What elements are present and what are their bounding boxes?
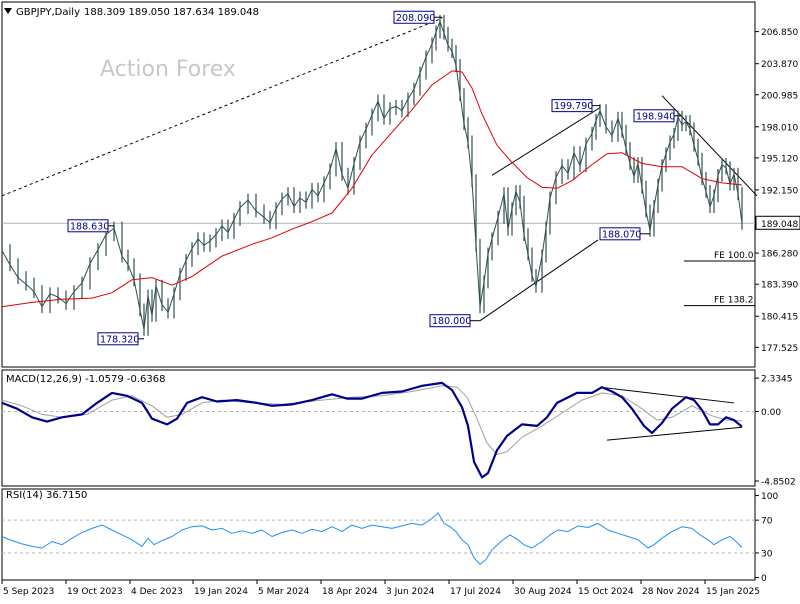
- annotation-box: [599, 227, 641, 241]
- x-tick-label: 30 Aug 2024: [514, 587, 572, 597]
- annotation-label: 188.630: [70, 221, 109, 232]
- x-tick-label: 5 Sep 2023: [3, 587, 54, 597]
- y-tick-label: 100: [761, 492, 778, 502]
- annotation-box: [633, 109, 675, 123]
- x-tick-label: 19 Oct 2023: [67, 587, 123, 597]
- macd-panel-title: MACD(12,26,9) -1.0579 -0.6368: [6, 374, 166, 385]
- macd-trendline: [606, 426, 743, 441]
- y-tick-label: 70: [761, 517, 773, 527]
- macd-line: [1, 381, 743, 479]
- x-tick-label: 18 Apr 2024: [322, 587, 378, 597]
- price-trendline: [1, 17, 443, 197]
- annotation-box: [429, 314, 471, 328]
- panel-frame-2: [1, 488, 756, 581]
- macd-signal-line: [1, 385, 743, 455]
- y-tick-label: 195.120: [761, 154, 798, 164]
- x-tick-label: 17 Jul 2024: [450, 587, 501, 597]
- rsi-line: [1, 512, 743, 565]
- moving-average-line: [1, 70, 743, 308]
- fib-level-label: FE 100.0: [714, 251, 754, 261]
- annotation-box: [97, 332, 139, 346]
- annotation-label: 178.320: [100, 334, 139, 345]
- panel-frame-1: [1, 369, 756, 487]
- collapse-triangle-icon[interactable]: [4, 8, 12, 14]
- ohlc-readout: 188.309 189.050 187.634 189.048: [84, 7, 259, 18]
- y-tick-label: -4.8502: [761, 477, 796, 487]
- annotation-box: [67, 219, 109, 233]
- annotation-label: 199.790: [554, 101, 593, 112]
- x-tick-label: 28 Nov 2024: [642, 587, 700, 597]
- y-tick-label: 0: [761, 574, 767, 584]
- price-trendline: [479, 239, 599, 322]
- x-tick-label: 5 Mar 2024: [258, 587, 310, 597]
- annotation-label: 188.070: [602, 229, 641, 240]
- y-tick-label: 30: [761, 549, 773, 559]
- panel-frame-0: [1, 1, 756, 368]
- x-tick-label: 15 Jan 2025: [706, 587, 760, 597]
- watermark: Action Forex: [100, 57, 236, 82]
- y-tick-label: 206.850: [761, 28, 798, 38]
- y-tick-label: 192.150: [761, 186, 798, 196]
- x-tick-label: 15 Oct 2024: [578, 587, 634, 597]
- y-tick-label: 180.415: [761, 313, 798, 323]
- annotation-label: 208.090: [396, 13, 435, 24]
- fib-level-label: FE 138.2: [714, 296, 754, 306]
- price-trendline: [661, 95, 758, 197]
- y-tick-label: 177.525: [761, 344, 798, 354]
- y-tick-label: 183.390: [761, 281, 798, 291]
- y-tick-label: 200.985: [761, 91, 798, 101]
- current-price-box: [755, 215, 800, 230]
- x-tick-label: 4 Dec 2023: [131, 587, 183, 597]
- x-tick-label: 3 Jun 2024: [386, 587, 435, 597]
- y-tick-label: 189.048: [761, 220, 798, 230]
- y-tick-label: 2.3345: [761, 375, 793, 385]
- y-tick-label: 203.870: [761, 60, 798, 70]
- annotation-box: [393, 10, 435, 24]
- annotation-box: [551, 99, 593, 113]
- y-tick-label: 198.010: [761, 123, 798, 133]
- y-tick-label: 186.280: [761, 250, 798, 260]
- price-series-line: [1, 20, 743, 330]
- annotation-label: 180.000: [432, 316, 471, 327]
- annotation-label: 198.940: [636, 111, 675, 122]
- price-panel-title: GBPJPY,Daily: [16, 7, 80, 18]
- x-tick-label: 19 Jan 2024: [194, 587, 248, 597]
- macd-trendline: [599, 386, 735, 404]
- rsi-panel-title: RSI(14) 36.7150: [6, 490, 87, 501]
- price-trendline: [491, 107, 601, 176]
- y-tick-label: 0.00: [761, 408, 781, 418]
